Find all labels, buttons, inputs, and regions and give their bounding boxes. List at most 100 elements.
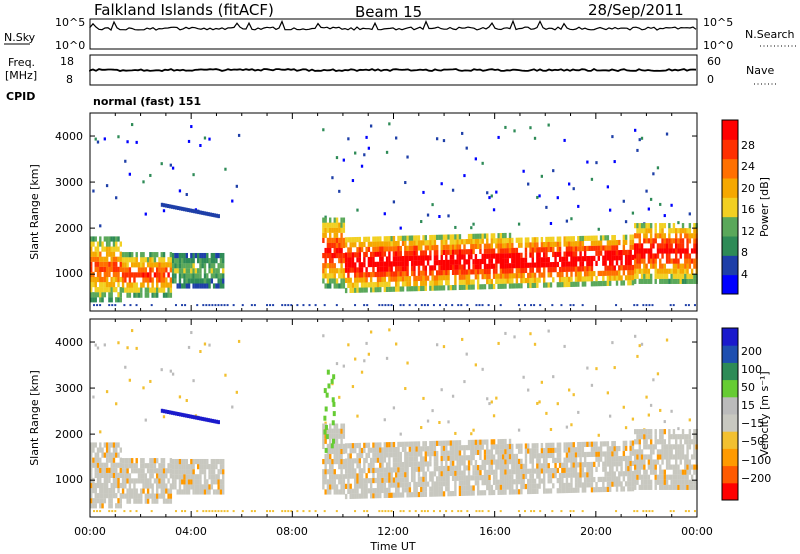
velocity-cell (126, 463, 129, 469)
velocity-cell (608, 414, 612, 418)
power-cell (593, 245, 596, 251)
power-cell (424, 245, 428, 251)
power-cell (388, 276, 391, 282)
power-cell (629, 249, 632, 255)
power-cell (135, 304, 138, 307)
power-cell (124, 262, 127, 268)
power-cell (513, 263, 516, 269)
power-cell (171, 273, 175, 279)
velocity-cell (135, 463, 138, 469)
power-cell (395, 251, 398, 257)
power-cell (681, 238, 685, 244)
velocity-cell (360, 493, 364, 499)
power-cell (392, 200, 396, 204)
power-cell (117, 276, 120, 283)
velocity-cell (208, 484, 211, 490)
velocity-cell (335, 453, 339, 460)
power-cell (640, 248, 644, 254)
velocity-cell (495, 484, 498, 490)
velocity-cell (499, 439, 503, 445)
power-cell (329, 273, 332, 279)
power-cell (363, 153, 366, 157)
velocity-cell (606, 476, 610, 482)
velocity-cell (558, 457, 562, 463)
power-cell (358, 257, 361, 263)
power-cell (160, 272, 163, 278)
power-cell (92, 241, 95, 247)
velocity-cell (112, 467, 116, 473)
power-cell (415, 240, 418, 246)
velocity-cell (96, 457, 100, 463)
power-cell (253, 304, 256, 307)
power-cell (438, 260, 441, 266)
velocity-cell (483, 474, 487, 481)
power-cell (142, 282, 145, 288)
velocity-cell (454, 450, 457, 456)
velocity-cell (219, 489, 223, 495)
power-cell (417, 255, 421, 261)
velocity-cell (344, 483, 348, 489)
velocity-cell (599, 446, 603, 452)
power-cell (542, 241, 546, 248)
power-cell (663, 248, 667, 254)
power-cell (431, 234, 434, 241)
power-cell (517, 273, 521, 279)
velocity-cell (383, 457, 387, 463)
power-cell (572, 251, 575, 257)
power-cell (381, 281, 384, 288)
velocity-cell (693, 479, 696, 485)
power-cell (322, 278, 325, 284)
velocity-cell (463, 450, 466, 456)
power-cell (160, 277, 163, 283)
power-cell (192, 263, 195, 269)
power-cell (137, 272, 141, 278)
velocity-cell (422, 486, 425, 492)
power-cell (322, 217, 325, 223)
velocity-cell (547, 473, 550, 479)
velocity-cell (558, 477, 562, 484)
velocity-cell (511, 458, 514, 465)
power-cell (638, 263, 641, 269)
power-cell (659, 278, 662, 284)
power-cell (192, 252, 195, 259)
velocity-cell (199, 416, 202, 421)
power-cell (324, 273, 327, 279)
velocity-cell (156, 498, 159, 504)
velocity-cell (531, 453, 534, 459)
velocity-cell (470, 475, 473, 481)
power-cell (358, 252, 361, 258)
velocity-cell (335, 362, 339, 366)
velocity-cell (392, 457, 396, 463)
power-cell (183, 283, 186, 289)
velocity-cell (595, 451, 598, 457)
velocity-cell (196, 484, 200, 490)
velocity-cell (327, 383, 331, 389)
velocity-ytick-2000: 2000 (55, 428, 83, 441)
velocity-cell (549, 478, 553, 484)
power-cell (495, 190, 498, 194)
power-cell (540, 242, 544, 248)
velocity-cell (340, 489, 343, 495)
velocity-cell (651, 510, 654, 513)
power-cell (572, 304, 575, 307)
power-cell (374, 261, 377, 267)
velocity-cell (144, 473, 148, 479)
velocity-cell (323, 415, 327, 421)
velocity-cell (181, 510, 184, 513)
velocity-cell (583, 451, 587, 458)
velocity-cell (90, 503, 93, 509)
power-cell (360, 246, 364, 253)
power-cell (422, 265, 425, 271)
power-cell (472, 259, 475, 265)
velocity-cell (648, 510, 651, 513)
velocity-cb-tick-50: 50 (741, 381, 755, 394)
velocity-cell (659, 429, 662, 435)
velocity-cell (527, 488, 530, 495)
velocity-cell (554, 462, 557, 469)
power-cell (517, 222, 521, 226)
velocity-cell (220, 510, 223, 513)
velocity-cell (529, 448, 532, 454)
velocity-cell (167, 488, 170, 494)
velocity-cell (624, 466, 628, 472)
velocity-cell (103, 462, 107, 468)
